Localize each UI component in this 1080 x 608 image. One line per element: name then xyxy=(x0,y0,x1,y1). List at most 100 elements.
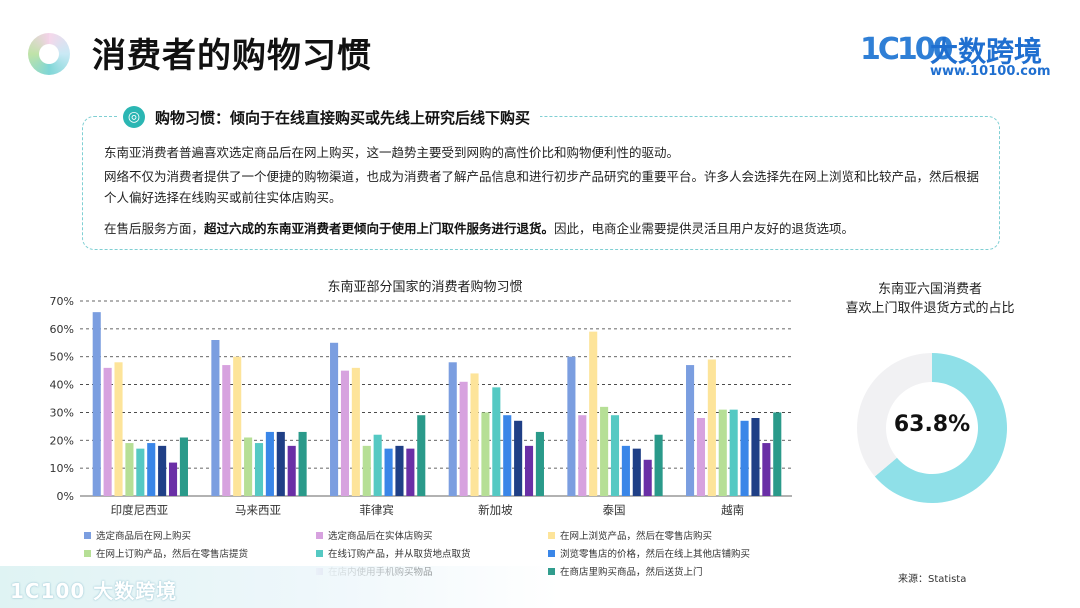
page-title: 消费者的购物习惯 xyxy=(92,36,372,76)
bar xyxy=(233,356,242,496)
callout-paragraph-2: 网络不仅为消费者提供了一个便捷的购物渠道，也成为消费者了解产品信息和进行初步产品… xyxy=(104,169,980,205)
bar xyxy=(470,373,479,496)
bar xyxy=(417,415,426,496)
bar xyxy=(740,420,749,496)
callout-box xyxy=(82,116,1000,250)
bar xyxy=(136,448,145,496)
y-tick-label: 10% xyxy=(50,462,74,475)
donut-slice-rest xyxy=(857,353,932,477)
bar xyxy=(448,362,457,496)
bar xyxy=(514,420,523,496)
bar xyxy=(222,365,231,496)
bar xyxy=(406,448,415,496)
bar xyxy=(600,406,609,496)
brand-mark-icon: 1C100 xyxy=(860,32,953,67)
y-tick-label: 70% xyxy=(50,295,74,308)
bar-chart-title: 东南亚部分国家的消费者购物习惯 xyxy=(327,280,523,295)
legend-item: 在网上订购产品，然后在零售店提货 xyxy=(84,546,316,560)
x-tick-label: 新加坡 xyxy=(478,503,513,517)
bar xyxy=(481,412,490,496)
legend-label: 在网上浏览产品，然后在零售店购买 xyxy=(560,531,713,542)
legend-item: 选定商品后在实体店购买 xyxy=(316,528,548,542)
bar xyxy=(686,365,695,496)
bar xyxy=(395,445,404,496)
p3-prefix: 在售后服务方面， xyxy=(104,221,205,236)
bar xyxy=(492,387,501,496)
bar xyxy=(589,331,598,496)
bar xyxy=(610,415,620,496)
legend-label: 在线订购产品，并从取货地点取货 xyxy=(328,549,471,560)
bar xyxy=(535,431,544,496)
bar xyxy=(654,434,663,496)
y-tick-label: 30% xyxy=(50,406,74,419)
bar xyxy=(147,443,156,496)
bar xyxy=(254,443,264,496)
donut-center-label: 63.8% xyxy=(893,412,971,437)
bar xyxy=(578,415,587,496)
bar xyxy=(92,312,101,496)
x-tick-label: 泰国 xyxy=(603,503,626,517)
donut-title-line-1: 东南亚六国消费者 xyxy=(877,282,982,297)
legend-swatch xyxy=(84,531,91,539)
bar xyxy=(373,434,382,496)
bar xyxy=(168,462,178,496)
legend-swatch xyxy=(316,549,323,557)
bar xyxy=(276,431,285,496)
callout-header: ◎ 购物习惯：倾向于在线直接购买或先线上研究后线下购买 xyxy=(117,103,541,131)
donut-chart-title: 东南亚六国消费者 喜欢上门取件退货方式的占比 xyxy=(820,280,1040,318)
bar xyxy=(632,448,641,496)
y-tick-label: 60% xyxy=(50,323,74,336)
callout-paragraph-1: 东南亚消费者普遍喜欢选定商品后在网上购买，这一趋势主要受到网购的高性价比和购物便… xyxy=(104,145,680,160)
legend-swatch xyxy=(316,531,323,539)
bar xyxy=(211,340,220,496)
bar xyxy=(340,370,350,496)
brand-name: 大数跨境 xyxy=(930,35,1043,68)
legend-label: 选定商品后在网上购买 xyxy=(96,531,192,542)
bar xyxy=(244,437,253,496)
callout-title: 购物习惯：倾向于在线直接购买或先线上研究后线下购买 xyxy=(155,108,531,127)
bar xyxy=(567,356,576,496)
bar xyxy=(707,359,716,496)
bar xyxy=(330,342,339,496)
legend-label: 在网上订购产品，然后在零售店提货 xyxy=(96,549,249,560)
legend-item: 在商店里购买商品，然后送货上门 xyxy=(548,564,784,578)
bar xyxy=(696,418,706,496)
bar xyxy=(179,437,188,496)
legend-label: 选定商品后在实体店购买 xyxy=(328,531,433,542)
y-tick-label: 20% xyxy=(50,434,74,447)
bar xyxy=(351,367,360,496)
donut-slice-primary xyxy=(874,353,1007,503)
p3-suffix: 因此，电商企业需要提供灵活且用户友好的退货选项。 xyxy=(554,221,855,236)
legend-item: 在线订购产品，并从取货地点取货 xyxy=(316,546,548,560)
bar xyxy=(384,448,393,496)
brand-logo[interactable]: 1C100 大数跨境 www.10100.com xyxy=(860,28,1051,84)
bar xyxy=(265,431,274,496)
bar xyxy=(459,381,468,496)
bar xyxy=(287,445,296,496)
legend-item: 在网上浏览产品，然后在零售店购买 xyxy=(548,528,784,542)
footer-logo: 1C100 大数跨境 xyxy=(10,579,178,603)
bar xyxy=(762,443,771,496)
bar xyxy=(114,362,123,496)
x-tick-label: 印度尼西亚 xyxy=(111,503,169,517)
brand-url[interactable]: www.10100.com xyxy=(930,64,1051,79)
x-tick-label: 菲律宾 xyxy=(359,503,394,517)
bar xyxy=(751,418,760,496)
bar xyxy=(718,409,727,496)
bar xyxy=(524,445,534,496)
decorative-ring-logo xyxy=(28,33,70,75)
bar xyxy=(103,367,112,496)
legend-swatch xyxy=(548,531,555,539)
callout-paragraph-3: 在售后服务方面，超过六成的东南亚消费者更倾向于使用上门取件服务进行退货。因此，电… xyxy=(104,218,984,239)
bar xyxy=(158,445,167,496)
bar xyxy=(621,445,630,496)
legend-item: 浏览零售店的价格，然后在线上其他店铺购买 xyxy=(548,546,784,560)
y-tick-label: 50% xyxy=(50,351,74,364)
bar xyxy=(362,445,371,496)
y-tick-label: 0% xyxy=(57,490,74,503)
bar xyxy=(298,431,307,496)
x-tick-label: 越南 xyxy=(721,503,744,517)
legend-label: 在商店里购买商品，然后送货上门 xyxy=(560,567,703,578)
footer-band xyxy=(0,566,560,608)
x-tick-label: 马来西亚 xyxy=(235,503,281,517)
